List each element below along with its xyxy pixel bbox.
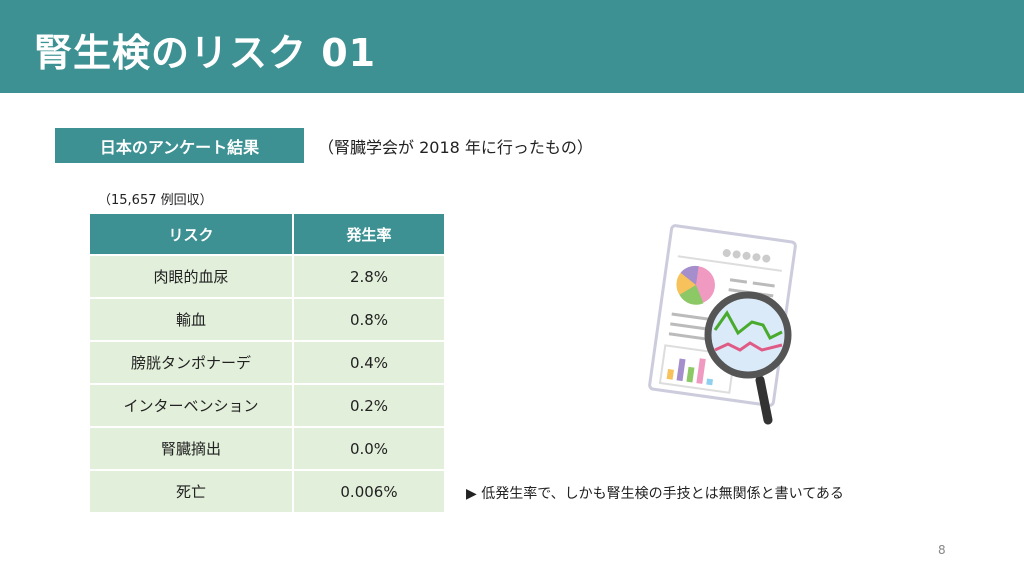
header-risk: リスク xyxy=(90,214,292,254)
section-tag: 日本のアンケート結果 xyxy=(55,128,304,163)
table-row: 膀胱タンポナーデ 0.4% xyxy=(90,342,444,383)
risk-cell: 死亡 xyxy=(90,471,292,512)
bullet-text: 低発生率で、しかも腎生検の手技とは無関係と書いてある xyxy=(481,486,844,502)
header-rate: 発生率 xyxy=(294,214,444,254)
risk-cell: 輸血 xyxy=(90,299,292,340)
risk-cell: 肉眼的血尿 xyxy=(90,256,292,297)
table-row: 輸血 0.8% xyxy=(90,299,444,340)
rate-cell: 2.8% xyxy=(294,256,444,297)
rate-cell: 0.006% xyxy=(294,471,444,512)
triangle-bullet-icon: ▶ xyxy=(466,486,477,502)
rate-cell: 0.0% xyxy=(294,428,444,469)
page-number: 8 xyxy=(938,543,946,557)
risk-table: リスク 発生率 肉眼的血尿 2.8% 輸血 0.8% 膀胱タンポナーデ 0.4% イン… xyxy=(88,212,446,514)
slide-title: 腎生検のリスク 01 xyxy=(34,31,377,75)
rate-cell: 0.8% xyxy=(294,299,444,340)
table-row: 肉眼的血尿 2.8% xyxy=(90,256,444,297)
risk-cell: インターベンション xyxy=(90,385,292,426)
bullet-note: ▶ 低発生率で、しかも腎生検の手技とは無関係と書いてある xyxy=(466,483,844,503)
table-row: インターベンション 0.2% xyxy=(90,385,444,426)
risk-cell: 膀胱タンポナーデ xyxy=(90,342,292,383)
rate-cell: 0.4% xyxy=(294,342,444,383)
document-with-magnifier-icon xyxy=(630,220,820,434)
source-note: （腎臓学会が 2018 年に行ったもの） xyxy=(318,138,593,157)
title-bar: 腎生検のリスク 01 xyxy=(0,0,1024,93)
sample-count: （15,657 例回収） xyxy=(98,193,213,208)
rate-cell: 0.2% xyxy=(294,385,444,426)
table-header: リスク 発生率 xyxy=(90,214,444,254)
table-row: 腎臓摘出 0.0% xyxy=(90,428,444,469)
table-row: 死亡 0.006% xyxy=(90,471,444,512)
risk-cell: 腎臓摘出 xyxy=(90,428,292,469)
